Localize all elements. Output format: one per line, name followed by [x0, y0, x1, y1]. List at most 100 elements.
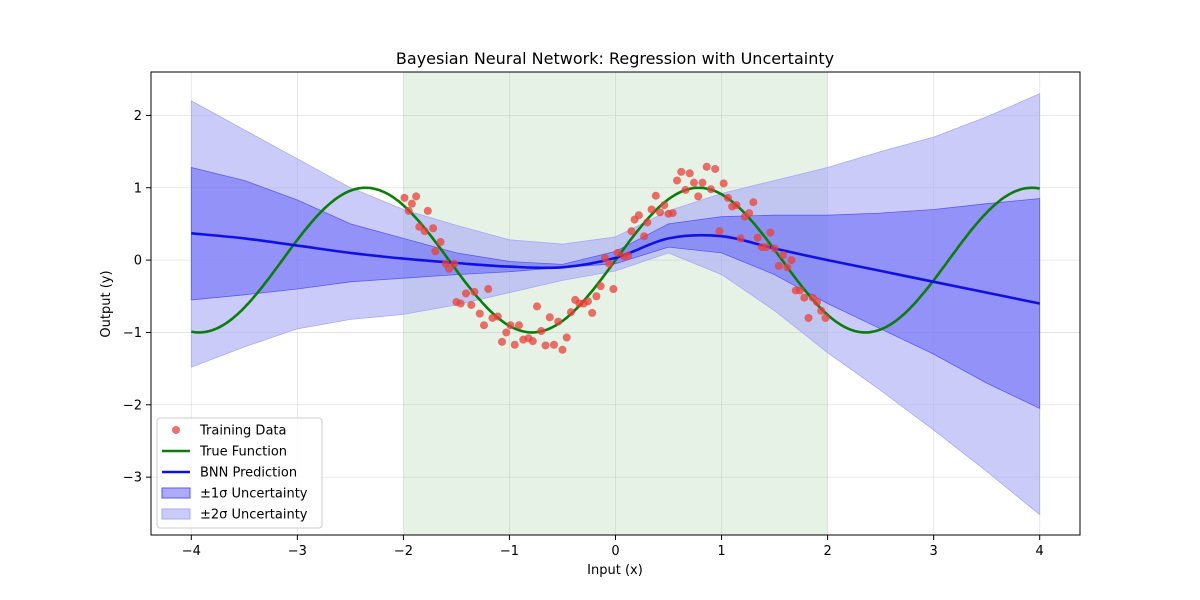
training-point — [600, 253, 609, 262]
training-point — [745, 209, 754, 218]
training-point — [506, 321, 515, 330]
legend-marker-2sigma — [161, 508, 191, 520]
training-point — [592, 292, 601, 301]
training-point — [467, 300, 476, 309]
training-point — [766, 228, 775, 237]
training-point — [783, 263, 792, 272]
training-point — [429, 224, 438, 233]
training-point — [702, 162, 711, 171]
training-point — [685, 169, 694, 178]
training-point — [681, 185, 690, 194]
training-point — [605, 259, 614, 268]
x-tick-label: −2 — [394, 544, 413, 559]
training-point — [537, 326, 546, 335]
x-tick-label: −1 — [500, 544, 519, 559]
y-tick-label: −1 — [123, 326, 142, 341]
band-1sigma — [190, 166, 1041, 410]
training-point — [420, 227, 429, 236]
training-point — [711, 164, 720, 173]
training-point — [694, 192, 703, 201]
training-point — [412, 192, 421, 201]
training-point — [673, 176, 682, 185]
legend-label: BNN Prediction — [200, 466, 297, 481]
training-point — [558, 345, 567, 354]
training-point — [719, 179, 728, 188]
training-point — [475, 309, 484, 318]
training-point — [470, 287, 479, 296]
training-point — [407, 199, 416, 208]
chart-title: Bayesian Neural Network: Regression with… — [396, 49, 834, 68]
training-point — [545, 313, 554, 322]
x-axis-label: Input (x) — [587, 563, 643, 578]
training-point — [533, 302, 542, 311]
training-point — [787, 256, 796, 265]
y-tick-label: 2 — [134, 109, 142, 124]
training-point — [774, 261, 783, 270]
legend-marker-training-data — [172, 426, 180, 434]
training-point — [647, 205, 656, 214]
training-point — [660, 201, 669, 210]
y-tick-label: 0 — [134, 254, 142, 269]
true-function-line — [191, 186, 1040, 334]
training-point — [596, 282, 605, 291]
training-point — [498, 337, 507, 346]
training-point — [450, 259, 459, 268]
legend-label: ±2σ Uncertainty — [200, 508, 308, 523]
training-point — [583, 297, 592, 306]
training-point — [431, 247, 440, 256]
training-point — [736, 234, 745, 243]
training-point — [415, 222, 424, 231]
training-point — [753, 233, 762, 242]
x-tick-label: −4 — [182, 544, 201, 559]
training-point — [562, 333, 571, 342]
training-point — [588, 308, 597, 317]
training-point — [715, 227, 724, 236]
training-point — [677, 167, 686, 176]
y-tick-label: −3 — [123, 471, 142, 486]
y-axis-label: Output (y) — [99, 270, 114, 337]
training-point — [812, 298, 821, 307]
training-point — [624, 251, 633, 260]
training-point — [493, 312, 502, 321]
training-point — [749, 198, 758, 207]
training-point — [634, 211, 643, 220]
training-point — [643, 218, 652, 227]
x-tick-label: 0 — [611, 544, 619, 559]
training-point — [423, 206, 432, 215]
legend: Training Data True Function BNN Prediction… — [156, 417, 323, 529]
training-point — [698, 178, 707, 187]
training-point — [689, 178, 698, 187]
x-tick-label: 1 — [717, 544, 725, 559]
y-tick-label: −2 — [123, 398, 142, 413]
x-tick-label: 3 — [930, 544, 938, 559]
bnn-prediction-line — [191, 232, 1040, 305]
y-tick-label: 1 — [134, 181, 142, 196]
training-point — [436, 238, 445, 247]
training-point — [456, 299, 465, 308]
training-point — [651, 191, 660, 200]
training-point — [400, 193, 409, 202]
training-point — [800, 293, 809, 302]
training-point — [817, 306, 826, 315]
legend-label: Training Data — [199, 424, 286, 439]
legend-marker-1sigma — [161, 487, 191, 499]
training-point — [706, 185, 715, 194]
training-point — [796, 286, 805, 295]
training-point — [484, 285, 493, 294]
training-point — [732, 201, 741, 210]
training-point — [479, 321, 488, 330]
band-2sigma — [190, 93, 1041, 516]
training-point — [514, 321, 523, 330]
training-point — [779, 251, 788, 260]
legend-label: True Function — [199, 445, 287, 460]
training-point — [609, 285, 618, 294]
training-point — [566, 308, 575, 317]
legend-box — [156, 417, 323, 529]
training-point — [668, 209, 677, 218]
training-point — [804, 313, 813, 322]
training-point — [821, 313, 830, 322]
x-tick-label: −3 — [288, 544, 307, 559]
training-point — [510, 340, 519, 349]
x-tick-label: 2 — [823, 544, 831, 559]
